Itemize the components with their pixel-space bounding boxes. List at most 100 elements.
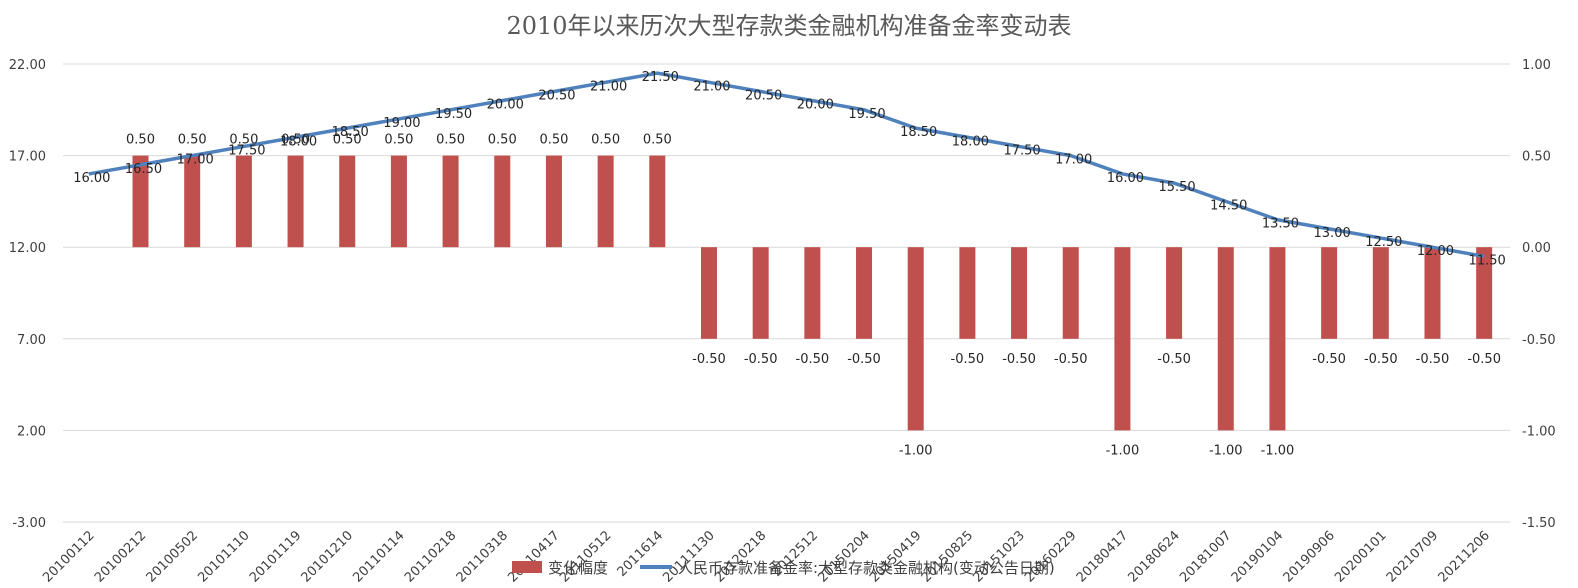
bar-20190906 [1321, 247, 1338, 339]
x-axis-tick-label: 2011614 [615, 528, 667, 580]
line-data-label: 14.50 [1210, 198, 1247, 213]
x-axis-tick-label: 20110417 [505, 528, 562, 585]
x-axis-tick-label: 20150825 [919, 528, 976, 585]
bar-data-label: -0.50 [847, 352, 881, 367]
bar-20110512 [597, 155, 614, 248]
x-axis-tick-label: 20110512 [557, 528, 614, 585]
bar-2011614 [649, 155, 666, 248]
left-axis-tick-label: -3.00 [12, 516, 46, 531]
line-data-label: 20.00 [797, 98, 834, 113]
right-axis-tick-label: -0.50 [1522, 333, 1556, 348]
bar-20101119 [287, 155, 304, 248]
bar-20211206 [1476, 247, 1493, 339]
x-axis-tick-label: 20100502 [144, 528, 201, 585]
x-axis-tick-label: 20200101 [1332, 528, 1389, 585]
right-axis-tick-label: -1.50 [1522, 516, 1556, 531]
line-data-label: 21.50 [642, 70, 679, 85]
line-data-label: 21.00 [590, 79, 627, 94]
line-path [88, 71, 1485, 259]
bar-20100212 [132, 155, 149, 248]
x-axis-tick-label: 20110114 [350, 528, 407, 585]
line-data-label: 19.50 [848, 107, 885, 122]
line-series [88, 71, 1485, 259]
x-axis-tick-label: 20101119 [247, 528, 304, 585]
bar-series [132, 155, 1493, 431]
bar-data-label: -0.50 [951, 352, 985, 367]
left-axis-tick-label: 12.00 [9, 241, 46, 256]
line-data-label: 11.50 [1469, 253, 1506, 268]
bar-data-label: 0.50 [436, 133, 465, 148]
bar-data-label: -0.50 [796, 352, 830, 367]
bar-data-label: 0.50 [333, 133, 362, 148]
x-axis-tick-label: 20120218 [712, 528, 769, 585]
bar-data-label: -0.50 [1002, 352, 1036, 367]
left-axis-tick-label: 17.00 [9, 150, 46, 165]
legend: 变化幅度 人民币存款准备金率:大型存款类金融机构(变动公告日期) [512, 559, 1055, 577]
line-data-label: 19.50 [435, 107, 472, 122]
right-axis-tick-label: 0.50 [1522, 150, 1551, 165]
bar-20160229 [1062, 247, 1079, 339]
line-data-label: 17.00 [1055, 153, 1092, 168]
bar-20110417 [545, 155, 562, 248]
line-data-label: 18.50 [332, 125, 369, 140]
line-data-label: 17.50 [1003, 143, 1040, 158]
line-data-label: 20.00 [487, 98, 524, 113]
bar-20150204 [856, 247, 873, 339]
bar-20151023 [1011, 247, 1028, 339]
bar-data-label: 0.50 [643, 133, 672, 148]
line-data-label: 18.00 [952, 134, 989, 149]
bar-data-label: 0.50 [281, 133, 310, 148]
line-data-label: 12.00 [1417, 244, 1454, 259]
line-data-label: 12.50 [1365, 235, 1402, 250]
bar-20190104 [1269, 247, 1286, 431]
x-axis-tick-label: 20180417 [1074, 528, 1131, 585]
bar-20101110 [235, 155, 252, 248]
x-axis-tick-label: 20210709 [1384, 528, 1441, 585]
x-axis-tick-label: 20100212 [92, 528, 149, 585]
x-axis-tick-label: 20150204 [815, 528, 872, 585]
line-data-label: 16.00 [1107, 171, 1144, 186]
line-data-label: 16.50 [125, 162, 162, 177]
x-axis-tick-label: 20111130 [660, 528, 717, 585]
left-axis-tick-label: 7.00 [17, 333, 46, 348]
x-axis-tick-label: 20211206 [1436, 528, 1493, 585]
line-data-label: 18.00 [280, 134, 317, 149]
right-axis-tick-label: -1.00 [1522, 424, 1556, 439]
line-data-label: 17.50 [228, 143, 265, 158]
line-data-label: 20.50 [745, 88, 782, 103]
grid [63, 63, 1510, 523]
bar-20111130 [700, 247, 717, 339]
line-data-label: 17.00 [177, 153, 214, 168]
x-axis-tick-label: 20181007 [1177, 528, 1234, 585]
bar-data-label: 0.50 [178, 133, 207, 148]
bar-20100502 [184, 155, 201, 248]
x-axis-tick-label: 20160229 [1022, 528, 1079, 585]
x-axis-tick-label: 20110318 [454, 528, 511, 585]
bar-20210709 [1424, 247, 1441, 339]
bar-2012512 [804, 247, 821, 339]
right-axis-tick-label: 0.00 [1522, 241, 1551, 256]
line-data-label: 20.50 [538, 88, 575, 103]
bar-data-label: -0.50 [744, 352, 778, 367]
bar-data-label: 0.50 [488, 133, 517, 148]
bar-data-label: 0.50 [591, 133, 620, 148]
bar-data-label: -0.50 [1312, 352, 1346, 367]
bar-20110318 [494, 155, 511, 248]
bar-data-label: -0.50 [1054, 352, 1088, 367]
left-axis-tick-label: 2.00 [17, 424, 46, 439]
data-labels: 0.50 0.50 0.50 0.50 0.50 0.50 0.50 0.50 0.50 0.50… [73, 70, 1506, 458]
bar-20181007 [1217, 247, 1234, 431]
bar-data-label: -0.50 [692, 352, 726, 367]
bar-data-label: -0.50 [1467, 352, 1501, 367]
legend-swatch-bar [512, 561, 542, 573]
line-data-label: 18.50 [900, 125, 937, 140]
bar-20110114 [390, 155, 407, 248]
bar-20150825 [959, 247, 976, 339]
bar-data-label: -1.00 [899, 443, 933, 458]
x-axis-tick-label: 20101110 [195, 528, 252, 585]
x-axis-tick-label: 20150419 [867, 528, 924, 585]
x-axis-tick-label: 20151023 [970, 528, 1027, 585]
x-axis-tick-label: 20110218 [402, 528, 459, 585]
